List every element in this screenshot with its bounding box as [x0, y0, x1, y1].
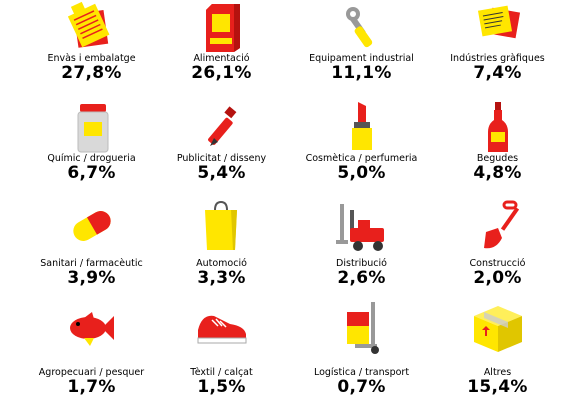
sector-value: 0,7% — [337, 377, 386, 397]
sector-label: Begudes — [476, 153, 519, 164]
sector-cell: Distribució 2,6% — [290, 0, 433, 401]
sector-cell: Tèxtil / calçat 1,5% — [150, 0, 293, 401]
sector-value: 2,0% — [473, 268, 522, 288]
sector-value: 4,8% — [473, 163, 522, 183]
sector-cell: Begudes 4,8% — [426, 0, 569, 401]
shovel-icon — [484, 200, 520, 249]
sector-value: 5,0% — [337, 163, 386, 183]
sector-label: Distribució — [336, 258, 387, 269]
sector-cell: Indústries gràfiques 7,4% — [426, 0, 569, 401]
packaging-papers-icon — [67, 1, 110, 48]
sector-label: Tèxtil / calçat — [190, 367, 253, 378]
sector-label: Sanitari / farmacèutic — [40, 258, 143, 269]
sneaker-icon — [197, 315, 247, 344]
sector-value: 11,1% — [331, 63, 392, 83]
sector-value: 1,7% — [67, 377, 116, 397]
sector-label: Alimentació — [193, 53, 250, 64]
sector-value: 2,6% — [337, 268, 386, 288]
sector-value: 15,4% — [467, 377, 528, 397]
capsule-icon — [73, 211, 111, 241]
sector-label: Construcció — [469, 258, 526, 269]
lipstick-icon — [352, 102, 372, 150]
sector-cell: Publicitat / disseny 5,4% — [150, 0, 293, 401]
sector-value: 5,4% — [197, 163, 246, 183]
sector-label: Equipament industrial — [309, 53, 414, 64]
sector-value: 26,1% — [191, 63, 252, 83]
sector-cell: Sanitari / farmacèutic 3,9% — [20, 0, 163, 401]
hand-truck-icon — [347, 302, 379, 354]
sector-cell: Agropecuari / pesquer 1,7% — [20, 0, 163, 401]
sector-cell: Envàs i embalatge 27,8% — [20, 0, 163, 401]
sector-cell: Automoció 3,3% — [150, 0, 293, 401]
sector-cell: Equipament industrial 11,1% — [290, 0, 433, 401]
sector-value: 6,7% — [67, 163, 116, 183]
sector-cell: Construcció 2,0% — [426, 0, 569, 401]
sector-value: 27,8% — [61, 63, 122, 83]
pen-icon — [208, 106, 237, 146]
cardboard-box-icon — [474, 306, 522, 352]
sector-cell: Altres 15,4% — [426, 0, 569, 401]
sector-cell: Cosmètica / perfumeria 5,0% — [290, 0, 433, 401]
sector-label: Publicitat / disseny — [176, 153, 267, 164]
sector-label: Envàs i embalatge — [47, 53, 136, 64]
sector-label: Agropecuari / pesquer — [38, 367, 145, 378]
sector-value: 3,3% — [197, 268, 246, 288]
sector-label: Logística / transport — [313, 367, 410, 378]
sector-value: 1,5% — [197, 377, 246, 397]
bottle-icon — [488, 102, 508, 152]
sector-label: Químic / drogueria — [47, 153, 136, 164]
sector-value: 7,4% — [473, 63, 522, 83]
sector-cell: Alimentació 26,1% — [150, 0, 293, 401]
chemical-jar-icon — [77, 104, 109, 153]
shopping-bag-icon — [205, 200, 237, 250]
sector-label: Cosmètica / perfumeria — [305, 153, 418, 164]
forklift-icon — [336, 204, 384, 251]
food-bag-icon — [206, 4, 240, 52]
wrench-icon — [346, 7, 373, 48]
sector-label: Altres — [483, 367, 512, 378]
sector-label: Automoció — [196, 258, 247, 269]
fish-icon — [70, 312, 114, 346]
sector-cell: Logística / transport 0,7% — [290, 0, 433, 401]
sector-value: 3,9% — [67, 268, 116, 288]
sector-label: Indústries gràfiques — [450, 53, 545, 64]
printed-sheets-icon — [477, 5, 521, 39]
sector-cell: Químic / drogueria 6,7% — [20, 0, 163, 401]
